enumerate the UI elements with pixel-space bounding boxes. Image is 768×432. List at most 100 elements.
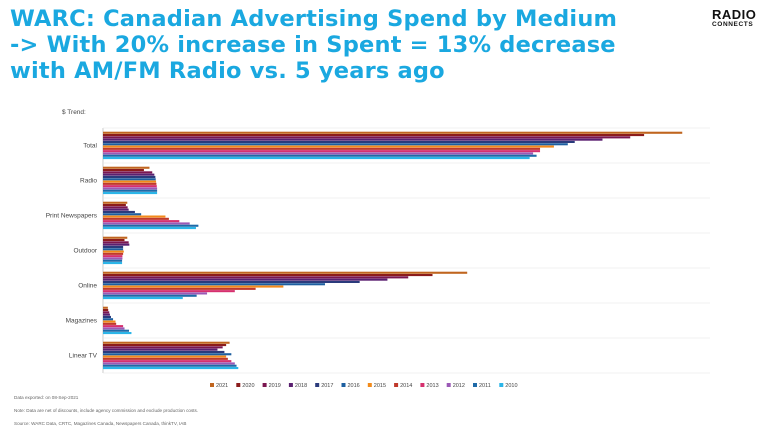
footer-exported: Data exported: on 08-Sep-2021 — [14, 395, 79, 400]
legend-swatch-2011 — [473, 383, 477, 387]
category-label: Radio — [80, 178, 97, 185]
bar-2016 — [103, 143, 568, 146]
bar-2018 — [103, 243, 130, 246]
legend-swatch-2020 — [236, 383, 241, 387]
legend-swatch-2018 — [288, 383, 293, 387]
bar-2019 — [103, 241, 129, 244]
bar-2017 — [103, 140, 575, 143]
category-label: Print Newspapers — [46, 213, 98, 220]
bar-2017 — [103, 210, 135, 213]
category-label: Magazines — [66, 318, 98, 325]
bar-2021 — [103, 341, 230, 344]
bar-2013 — [103, 150, 541, 153]
bar-2015 — [103, 355, 227, 358]
bar-2010 — [103, 297, 183, 300]
legend-label: 2017 — [321, 383, 333, 389]
legend-swatch-2012 — [446, 383, 451, 387]
bar-2021 — [103, 131, 683, 134]
radio-connects-logo: RADIO CONNECTS — [712, 8, 756, 29]
legend-swatch-2019 — [262, 383, 267, 387]
page-title: WARC: Canadian Advertising Spend by Medi… — [10, 6, 700, 84]
bar-2013 — [103, 185, 157, 188]
legend-label: 2016 — [348, 383, 360, 389]
bar-2016 — [103, 318, 114, 321]
bar-2015 — [103, 285, 284, 288]
bar-2011 — [103, 294, 197, 297]
bar-2016 — [103, 283, 325, 286]
legend-label: 2010 — [505, 383, 517, 389]
legend-label: 2018 — [295, 383, 307, 389]
legend-label: 2019 — [269, 383, 281, 389]
legend-swatch-2017 — [315, 383, 320, 387]
bar-2021 — [103, 166, 150, 169]
legend-swatch-2014 — [394, 383, 399, 387]
bar-2021 — [103, 201, 128, 204]
legend-label: 2015 — [374, 383, 386, 389]
legend-swatch-2021 — [210, 383, 214, 387]
legend-swatch-2013 — [420, 383, 425, 387]
bar-2010 — [103, 332, 132, 335]
bar-2011 — [103, 329, 130, 332]
bar-2010 — [103, 262, 123, 265]
bar-2015 — [103, 215, 166, 218]
bar-2019 — [103, 136, 631, 139]
bar-2021 — [103, 271, 468, 274]
legend-label: 2012 — [453, 383, 465, 389]
bar-2015 — [103, 320, 116, 323]
bar-2013 — [103, 255, 123, 258]
bar-2020 — [103, 204, 126, 207]
footer-note: Note: Data are net of discounts, include… — [14, 408, 199, 413]
legend-swatch-2015 — [367, 383, 372, 387]
bar-2017 — [103, 280, 360, 283]
footer-source: Source: WARC Data, CRTC, Magazines Canad… — [14, 421, 187, 426]
bar-2019 — [103, 346, 223, 349]
bar-2020 — [103, 344, 227, 347]
bar-2014 — [103, 322, 117, 325]
bar-2018 — [103, 173, 155, 176]
bar-2013 — [103, 220, 180, 223]
bar-2014 — [103, 252, 124, 255]
bar-2011 — [103, 189, 158, 192]
bar-2012 — [103, 257, 123, 260]
category-label: Online — [78, 283, 97, 290]
bar-2016 — [103, 178, 156, 181]
bar-2017 — [103, 315, 111, 318]
bar-2011 — [103, 259, 123, 262]
bar-2015 — [103, 250, 124, 253]
chart-trend-label: $ Trend: — [62, 109, 86, 116]
bar-2014 — [103, 217, 169, 220]
bar-2016 — [103, 213, 142, 216]
bar-2012 — [103, 222, 190, 225]
bar-2014 — [103, 287, 256, 290]
legend-label: 2011 — [479, 383, 491, 389]
bar-2012 — [103, 327, 125, 330]
category-label: Total — [83, 143, 97, 150]
bar-2020 — [103, 134, 645, 137]
bar-2013 — [103, 325, 124, 328]
legend-swatch-2010 — [499, 383, 504, 387]
bar-2019 — [103, 311, 110, 314]
bar-2011 — [103, 364, 237, 367]
bar-2014 — [103, 357, 228, 360]
bar-2011 — [103, 224, 199, 227]
bar-2020 — [103, 239, 125, 242]
bar-2016 — [103, 248, 124, 251]
bar-2019 — [103, 276, 409, 279]
bar-2016 — [103, 353, 232, 356]
bar-2012 — [103, 292, 208, 295]
bar-2017 — [103, 350, 225, 353]
bar-2021 — [103, 306, 108, 309]
category-label: Outdoor — [74, 248, 98, 255]
logo-text-connects: CONNECTS — [712, 21, 754, 28]
bar-2019 — [103, 206, 128, 209]
bar-2020 — [103, 274, 433, 277]
bar-2013 — [103, 360, 232, 363]
bar-2019 — [103, 171, 153, 174]
bar-2015 — [103, 180, 157, 183]
bar-2014 — [103, 147, 541, 150]
bar-2014 — [103, 182, 157, 185]
bar-2017 — [103, 245, 124, 248]
bar-2018 — [103, 278, 388, 281]
bar-2010 — [103, 367, 239, 370]
